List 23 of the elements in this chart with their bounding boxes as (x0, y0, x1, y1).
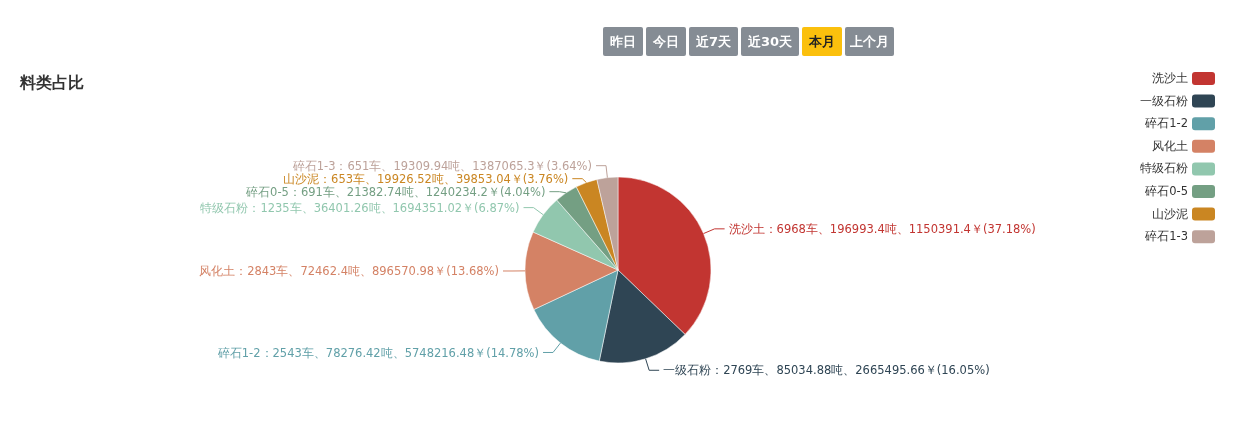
data-label: 碎石0-5：691车、21382.74吨、1240234.2￥(4.04%) (245, 184, 546, 199)
range-button: 近7天 (689, 27, 738, 56)
range-button: 本月 (802, 27, 842, 56)
data-label: 洗沙土：6968车、196993.4吨、1150391.4￥(37.18%) (728, 221, 1036, 236)
data-label: 一级石粉：2769车、85034.88吨、2665495.66￥(16.05%) (663, 363, 990, 378)
legend-label: 碎石1-3 (1144, 229, 1188, 244)
data-label: 碎石1-2：2543车、78276.42吨、5748216.48￥(14.78%) (216, 345, 540, 360)
legend-label: 一级石粉 (1140, 93, 1188, 108)
range-button: 今日 (646, 27, 686, 56)
legend-label: 山沙泥 (1152, 206, 1188, 221)
data-label: 碎石1-3：651车、19309.94吨、1387065.3￥(3.64%) (291, 158, 593, 173)
range-button: 昨日 (603, 27, 643, 56)
text: 料类占比 (19, 72, 84, 92)
data-label: 特级石粉：1235车、36401.26吨、1694351.02￥(6.87%) (200, 200, 520, 215)
legend-label: 洗沙土 (1152, 71, 1188, 86)
range-button: 上个月 (845, 27, 894, 56)
legend-label: 风化土 (1152, 138, 1188, 153)
legend-label: 碎石1-2 (1144, 116, 1188, 131)
legend-label: 特级石粉 (1140, 161, 1188, 176)
legend-label: 碎石0-5 (1144, 184, 1188, 199)
range-button: 近30天 (741, 27, 799, 56)
data-label: 风化土：2843车、72462.4吨、896570.98￥(13.68%) (199, 264, 499, 279)
data-label: 山沙泥：653车、19926.52吨、39853.04￥(3.76%) (283, 171, 569, 186)
